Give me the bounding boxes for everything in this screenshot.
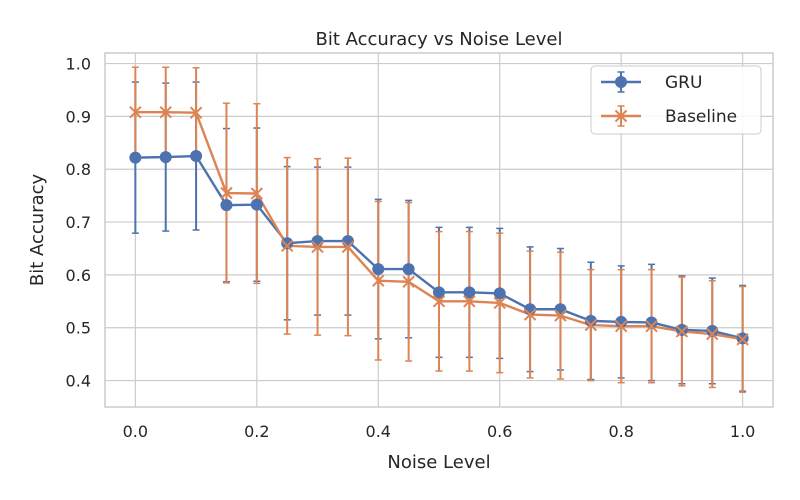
point-baseline: [402, 275, 415, 288]
x-tick-label: 0.4: [366, 422, 391, 441]
legend: GRU Baseline: [590, 65, 762, 135]
legend-marker-gru: [615, 76, 627, 88]
point-baseline: [463, 295, 476, 308]
point-baseline: [341, 240, 355, 254]
point-baseline: [250, 187, 264, 200]
point-baseline: [280, 239, 294, 253]
y-tick-label: 0.5: [66, 319, 91, 338]
chart-title: Bit Accuracy vs Noise Level: [316, 29, 563, 50]
point-gru: [250, 198, 263, 211]
x-tick-label: 0.0: [123, 422, 148, 441]
y-tick-label: 1.0: [66, 55, 91, 74]
point-gru: [493, 287, 506, 300]
point-gru: [706, 324, 719, 337]
point-gru: [159, 151, 172, 164]
point-baseline: [372, 274, 385, 287]
legend-marker-baseline: [614, 109, 628, 123]
point-baseline: [220, 186, 233, 200]
point-baseline: [189, 106, 203, 119]
point-gru: [129, 151, 142, 164]
point-baseline: [614, 319, 628, 333]
point-baseline: [554, 309, 567, 322]
x-axis-label: Noise Level: [387, 452, 490, 473]
point-gru: [220, 199, 233, 212]
legend-label-gru: GRU: [665, 73, 702, 93]
y-tick-label: 0.6: [66, 266, 91, 285]
y-tick-label: 0.9: [66, 107, 91, 126]
point-baseline: [645, 319, 658, 333]
point-baseline: [736, 333, 749, 346]
x-tick-label: 0.2: [244, 422, 269, 441]
y-axis-label: Bit Accuracy: [27, 174, 48, 287]
legend-label-baseline: Baseline: [665, 107, 737, 127]
point-baseline: [675, 325, 689, 338]
point-baseline: [523, 308, 537, 321]
point-gru: [584, 314, 597, 327]
point-baseline: [706, 327, 719, 341]
series-markers: [129, 105, 749, 346]
point-baseline: [129, 105, 142, 119]
point-gru: [190, 150, 203, 163]
point-gru: [675, 323, 688, 336]
point-gru: [281, 237, 294, 250]
point-gru: [615, 315, 628, 328]
point-baseline: [584, 318, 598, 332]
point-gru: [341, 235, 354, 248]
point-gru: [311, 235, 324, 248]
point-gru: [372, 263, 385, 276]
point-gru: [433, 286, 445, 299]
point-gru: [402, 263, 415, 276]
point-gru: [463, 286, 476, 299]
x-tick-label: 0.6: [487, 422, 512, 441]
y-tick-label: 0.8: [66, 160, 91, 179]
plot-frame: [104, 52, 774, 408]
point-baseline: [311, 240, 324, 254]
x-tick-label: 1.0: [730, 422, 755, 441]
point-baseline: [493, 296, 506, 310]
point-baseline: [432, 295, 446, 308]
y-tick-label: 0.4: [66, 372, 91, 391]
tick-labels: 0.0 0.2 0.4 0.6 0.8 1.0 0.4 0.5 0.6 0.7 0.8 0.9 1.0: [66, 55, 756, 441]
point-gru: [645, 316, 658, 329]
y-tick-label: 0.7: [66, 213, 91, 232]
point-gru: [554, 303, 567, 316]
x-tick-label: 0.8: [608, 422, 633, 441]
point-baseline: [159, 105, 172, 119]
